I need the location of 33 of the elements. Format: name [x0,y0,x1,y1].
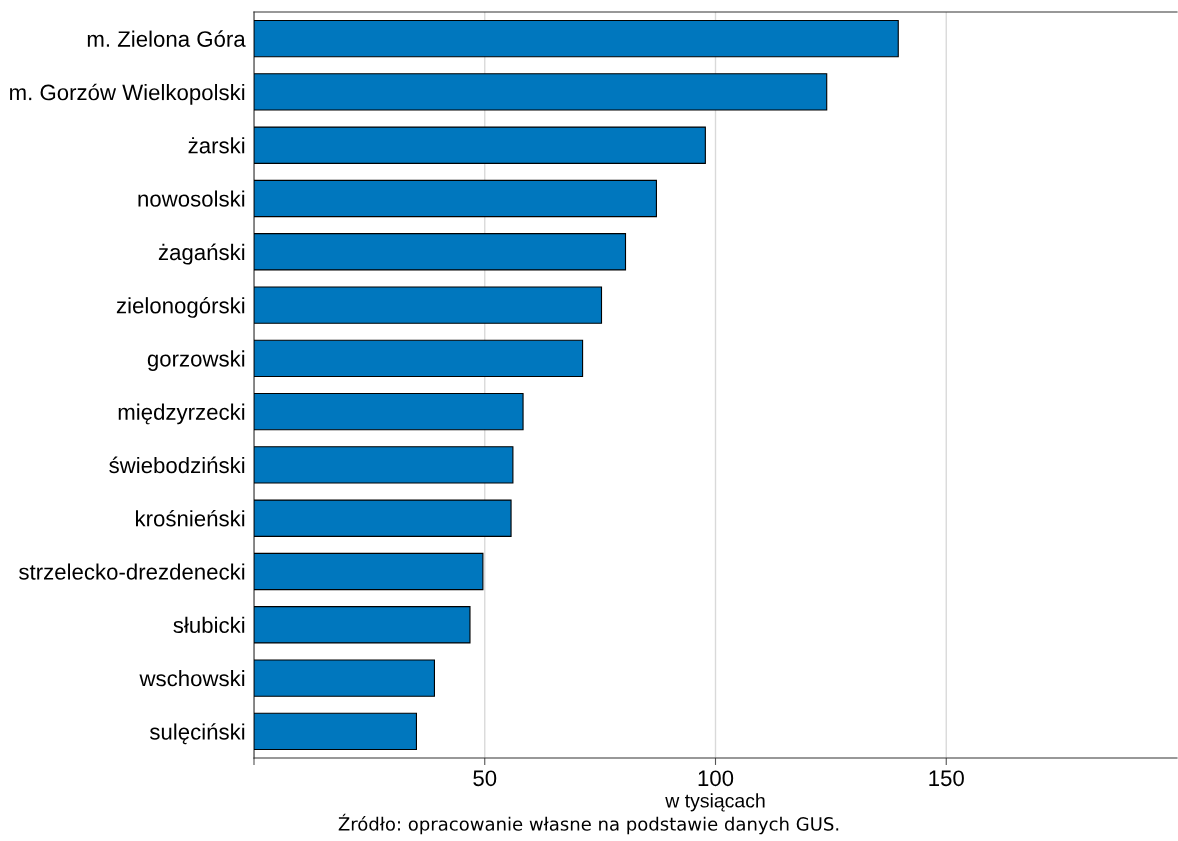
bar [254,286,603,324]
bar [254,126,706,164]
y-tick-label: nowosolski [138,190,245,207]
bar [254,233,627,271]
y-tick-label: gorzowski [147,350,245,372]
y-tick-label: świebodziński [109,456,245,474]
y-tick-label: m. Gorzów Wielkopolski [10,83,245,105]
bar [254,659,436,697]
y-tick-label: żarski [188,137,245,154]
x-tick-label: 150 [929,770,964,787]
bar [254,73,828,111]
bar [254,179,657,218]
bar [254,606,471,644]
y-tick-label: zielonogórski [116,296,245,318]
y-tick-label: sulęciński [149,723,245,745]
x-tick-label: 100 [698,770,734,787]
y-tick-label: krośnieński [136,509,245,527]
bar [254,19,899,58]
bar [254,339,584,378]
text: Źródło: opracowanie własne na podstawie danych GUS. [338,813,839,835]
y-tick-label: strzelecko-drezdenecki [19,563,245,580]
y-tick-label: żagański [158,243,245,265]
bar [254,392,524,431]
bar [254,712,418,751]
bar [254,499,512,537]
bar [254,552,484,591]
x-axis-title: w tysiącach [665,793,765,812]
y-tick-label: słubicki [173,616,245,634]
y-tick-label: międzyrzecki [118,403,245,425]
x-tick-label: 50 [473,770,497,787]
bar [254,446,514,484]
y-tick-label: m. Zielona Góra [87,30,246,47]
y-tick-label: wschowski [139,670,245,687]
